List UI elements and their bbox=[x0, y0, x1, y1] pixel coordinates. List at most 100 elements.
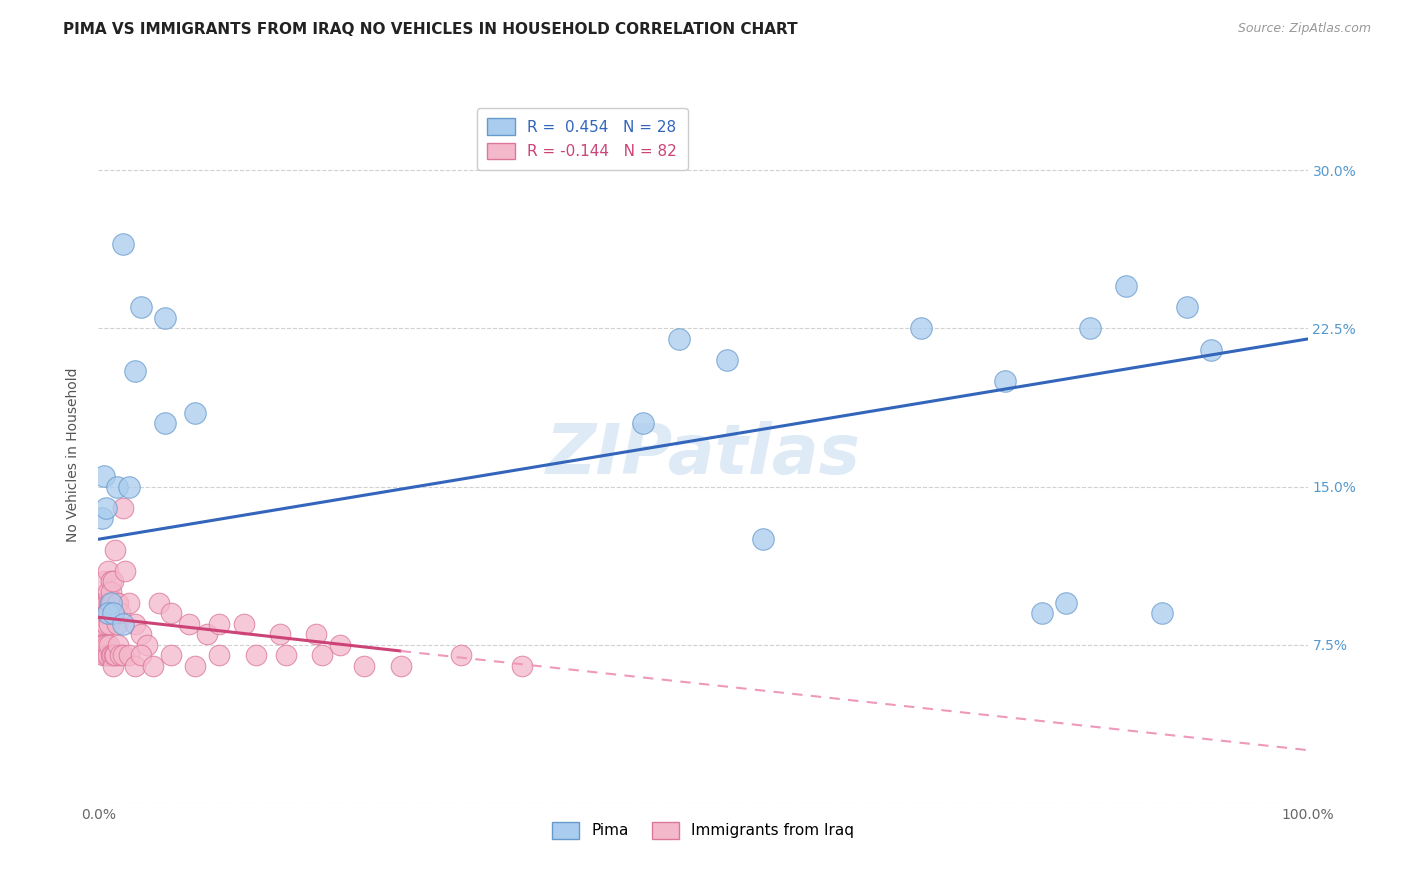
Immigrants from Iraq bbox=[184, 658, 207, 673]
Immigrants from Iraq bbox=[103, 648, 125, 663]
Immigrants from Iraq bbox=[93, 595, 115, 609]
Immigrants from Iraq bbox=[274, 648, 297, 663]
Pima bbox=[111, 237, 134, 252]
Pima bbox=[124, 363, 146, 377]
Immigrants from Iraq bbox=[98, 616, 121, 631]
Immigrants from Iraq bbox=[510, 658, 533, 673]
Pima bbox=[752, 533, 775, 547]
Immigrants from Iraq bbox=[91, 638, 114, 652]
Immigrants from Iraq bbox=[232, 616, 254, 631]
Immigrants from Iraq bbox=[107, 595, 129, 609]
Pima bbox=[1078, 321, 1101, 335]
Immigrants from Iraq bbox=[91, 606, 114, 620]
Immigrants from Iraq bbox=[98, 606, 121, 620]
Immigrants from Iraq bbox=[107, 638, 129, 652]
Text: Source: ZipAtlas.com: Source: ZipAtlas.com bbox=[1237, 22, 1371, 36]
Immigrants from Iraq bbox=[353, 658, 375, 673]
Immigrants from Iraq bbox=[450, 648, 472, 663]
Immigrants from Iraq bbox=[124, 658, 146, 673]
Immigrants from Iraq bbox=[100, 574, 122, 589]
Pima bbox=[153, 310, 176, 325]
Immigrants from Iraq bbox=[100, 648, 122, 663]
Immigrants from Iraq bbox=[108, 606, 131, 620]
Immigrants from Iraq bbox=[160, 648, 183, 663]
Pima bbox=[1054, 595, 1077, 609]
Pima bbox=[105, 479, 128, 493]
Immigrants from Iraq bbox=[269, 627, 291, 641]
Immigrants from Iraq bbox=[91, 606, 114, 620]
Pima bbox=[101, 606, 124, 620]
Pima bbox=[668, 332, 690, 346]
Pima bbox=[994, 374, 1017, 388]
Immigrants from Iraq bbox=[96, 595, 118, 609]
Immigrants from Iraq bbox=[105, 595, 128, 609]
Immigrants from Iraq bbox=[389, 658, 412, 673]
Immigrants from Iraq bbox=[179, 616, 201, 631]
Immigrants from Iraq bbox=[91, 627, 114, 641]
Immigrants from Iraq bbox=[97, 564, 120, 578]
Immigrants from Iraq bbox=[96, 606, 118, 620]
Pima bbox=[910, 321, 932, 335]
Immigrants from Iraq bbox=[148, 595, 170, 609]
Pima bbox=[100, 595, 122, 609]
Immigrants from Iraq bbox=[96, 638, 118, 652]
Immigrants from Iraq bbox=[118, 595, 141, 609]
Immigrants from Iraq bbox=[118, 648, 141, 663]
Immigrants from Iraq bbox=[93, 574, 115, 589]
Immigrants from Iraq bbox=[98, 638, 121, 652]
Pima bbox=[1152, 606, 1174, 620]
Pima bbox=[97, 606, 120, 620]
Immigrants from Iraq bbox=[111, 500, 134, 515]
Immigrants from Iraq bbox=[94, 595, 117, 609]
Immigrants from Iraq bbox=[100, 585, 122, 599]
Immigrants from Iraq bbox=[108, 648, 131, 663]
Immigrants from Iraq bbox=[96, 606, 118, 620]
Immigrants from Iraq bbox=[94, 648, 117, 663]
Immigrants from Iraq bbox=[98, 595, 121, 609]
Y-axis label: No Vehicles in Household: No Vehicles in Household bbox=[66, 368, 80, 542]
Immigrants from Iraq bbox=[111, 648, 134, 663]
Legend: Pima, Immigrants from Iraq: Pima, Immigrants from Iraq bbox=[540, 810, 866, 851]
Immigrants from Iraq bbox=[100, 595, 122, 609]
Pima bbox=[153, 417, 176, 431]
Pima bbox=[184, 406, 207, 420]
Pima bbox=[1031, 606, 1053, 620]
Pima bbox=[118, 479, 141, 493]
Immigrants from Iraq bbox=[135, 638, 157, 652]
Pima bbox=[93, 469, 115, 483]
Pima bbox=[91, 511, 114, 525]
Immigrants from Iraq bbox=[91, 638, 114, 652]
Immigrants from Iraq bbox=[104, 542, 127, 557]
Immigrants from Iraq bbox=[160, 606, 183, 620]
Immigrants from Iraq bbox=[97, 585, 120, 599]
Immigrants from Iraq bbox=[103, 606, 125, 620]
Immigrants from Iraq bbox=[90, 616, 112, 631]
Pima bbox=[631, 417, 654, 431]
Immigrants from Iraq bbox=[101, 574, 124, 589]
Immigrants from Iraq bbox=[129, 627, 152, 641]
Immigrants from Iraq bbox=[89, 616, 111, 631]
Immigrants from Iraq bbox=[94, 595, 117, 609]
Immigrants from Iraq bbox=[305, 627, 328, 641]
Immigrants from Iraq bbox=[91, 648, 114, 663]
Pima bbox=[1199, 343, 1222, 357]
Immigrants from Iraq bbox=[90, 638, 112, 652]
Immigrants from Iraq bbox=[105, 616, 128, 631]
Immigrants from Iraq bbox=[97, 595, 120, 609]
Pima bbox=[1175, 301, 1198, 315]
Immigrants from Iraq bbox=[142, 658, 165, 673]
Immigrants from Iraq bbox=[93, 606, 115, 620]
Immigrants from Iraq bbox=[89, 638, 111, 652]
Immigrants from Iraq bbox=[208, 616, 231, 631]
Immigrants from Iraq bbox=[124, 616, 146, 631]
Pima bbox=[111, 616, 134, 631]
Immigrants from Iraq bbox=[91, 616, 114, 631]
Text: PIMA VS IMMIGRANTS FROM IRAQ NO VEHICLES IN HOUSEHOLD CORRELATION CHART: PIMA VS IMMIGRANTS FROM IRAQ NO VEHICLES… bbox=[63, 22, 797, 37]
Immigrants from Iraq bbox=[245, 648, 267, 663]
Immigrants from Iraq bbox=[96, 616, 118, 631]
Immigrants from Iraq bbox=[100, 648, 122, 663]
Text: ZIPatlas: ZIPatlas bbox=[546, 421, 860, 489]
Immigrants from Iraq bbox=[93, 638, 115, 652]
Immigrants from Iraq bbox=[94, 606, 117, 620]
Immigrants from Iraq bbox=[195, 627, 218, 641]
